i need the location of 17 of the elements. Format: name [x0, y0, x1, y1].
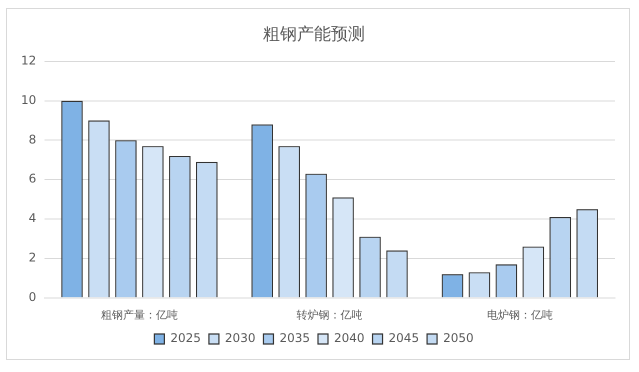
x-tick-label: 电炉钢：亿吨: [486, 308, 553, 322]
legend-label: 2030: [224, 331, 256, 346]
legend-label: 2045: [388, 331, 420, 346]
y-tick-label: 10: [20, 92, 36, 107]
y-tick-label: 2: [28, 250, 36, 265]
legend-label: 2050: [443, 331, 474, 346]
x-tick-label: 转炉钢：亿吨: [296, 308, 363, 322]
y-tick-label: 8: [28, 132, 36, 146]
x-tick-label: 粗钢产量：亿吨: [100, 308, 178, 322]
legend-label: 2040: [334, 331, 365, 346]
legend-label: 2035: [279, 331, 310, 346]
legend-label: 2025: [170, 331, 201, 346]
y-tick-label: 0: [28, 290, 36, 304]
y-tick-label: 4: [28, 211, 36, 226]
y-tick-label: 6: [28, 172, 36, 186]
chart-title: 粗钢产能预测: [263, 24, 365, 45]
y-tick-label: 12: [20, 54, 36, 68]
